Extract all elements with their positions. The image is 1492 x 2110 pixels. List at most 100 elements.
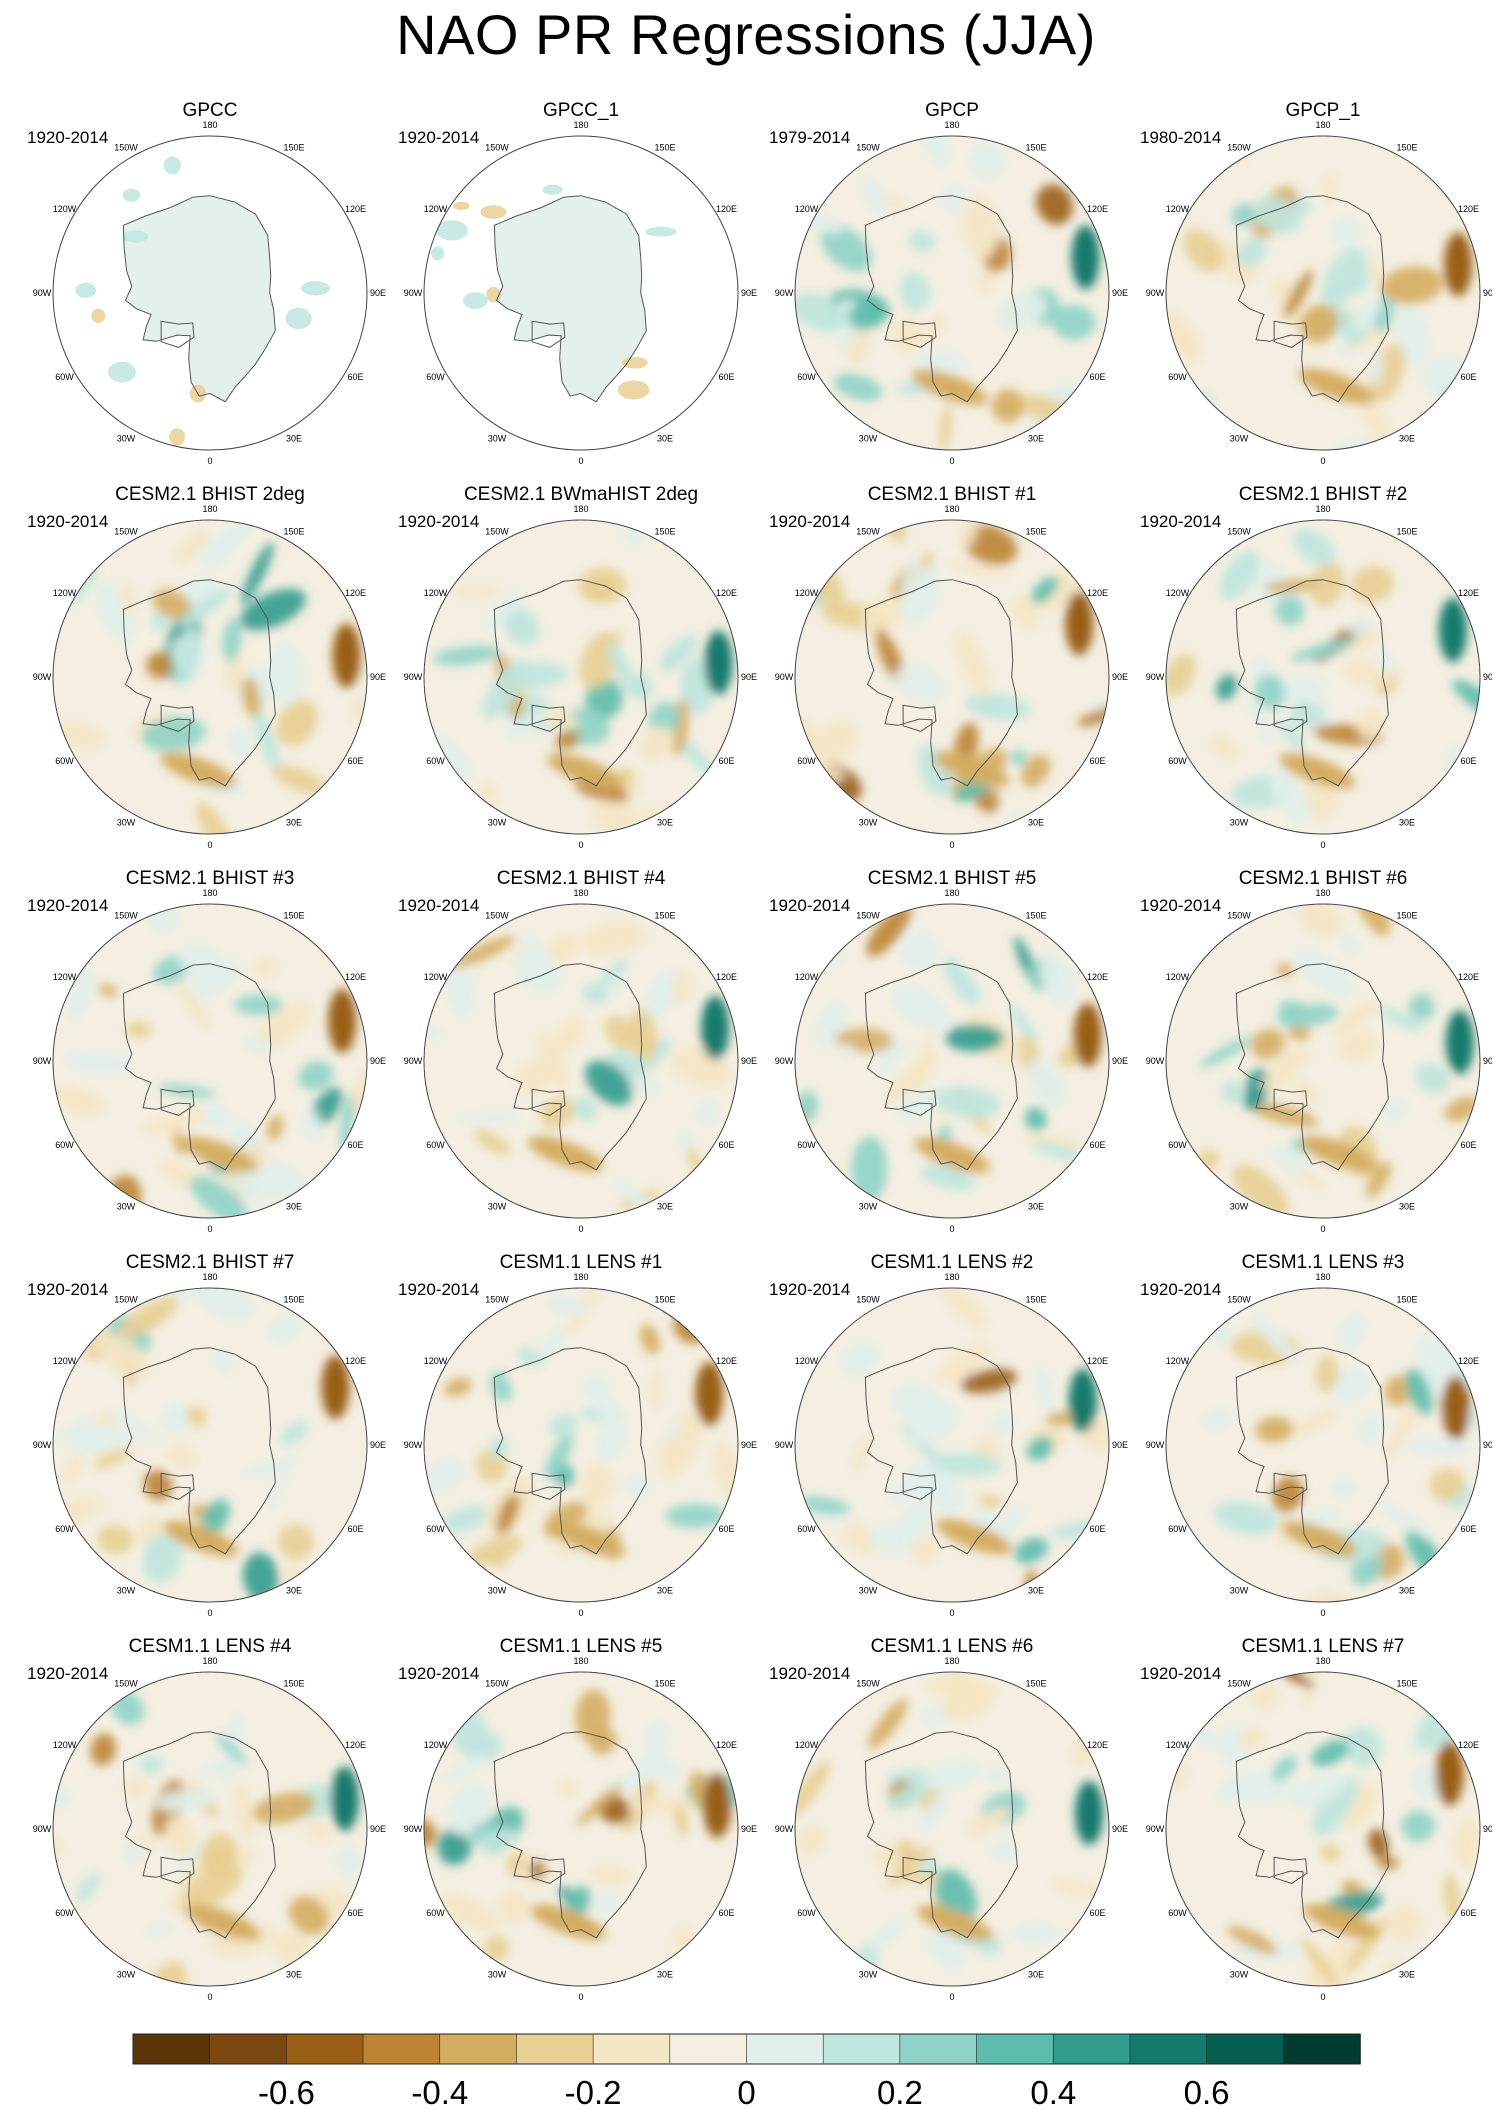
longitude-label: 180: [1315, 1656, 1330, 1666]
panel-period: 1920-2014: [398, 128, 480, 147]
longitude-label: 120W: [424, 588, 448, 598]
longitude-label: 150E: [283, 1679, 304, 1689]
longitude-label: 30W: [117, 818, 136, 828]
longitude-label: 90E: [1483, 1056, 1492, 1066]
longitude-label: 30E: [1028, 1202, 1044, 1212]
map-panel: CESM2.1 BHIST #3 1920-2014 180 150E 120E 90E 6…: [25, 868, 395, 1253]
longitude-label: 150W: [1227, 1679, 1251, 1689]
polar-map: 180 150E 120E 90E 60E 30E 0 30W 60W 90W 120W 150W: [1146, 1656, 1492, 2002]
polar-map: 180 150E 120E 90E 60E 30E 0 30W 60W 90W 120W 150W: [775, 1656, 1128, 2002]
longitude-label: 0: [1320, 840, 1325, 850]
longitude-label: 30E: [1399, 434, 1415, 444]
longitude-label: 90E: [1483, 1440, 1492, 1450]
longitude-label: 30W: [117, 1970, 136, 1980]
longitude-label: 150E: [1025, 143, 1046, 153]
longitude-label: 0: [949, 840, 954, 850]
longitude-label: 120W: [53, 204, 77, 214]
longitude-label: 90W: [1146, 1440, 1165, 1450]
panel-title: CESM2.1 BHIST #3: [125, 868, 295, 889]
longitude-label: 120E: [1458, 972, 1479, 982]
page-title: NAO PR Regressions (JJA): [396, 3, 1096, 66]
map-panel: CESM2.1 BHIST #2 1920-2014 180 150E 120E 90E 6…: [1138, 484, 1492, 869]
longitude-label: 60W: [1168, 1140, 1187, 1150]
longitude-label: 30E: [286, 818, 302, 828]
longitude-label: 120E: [716, 588, 737, 598]
polar-map: 180 150E 120E 90E 60E 30E 0 30W 60W 90W 120W 150W: [775, 504, 1128, 850]
map-panel: CESM1.1 LENS #2 1920-2014 180 150E 120E 90E 60…: [767, 1252, 1137, 1637]
panel-period: 1920-2014: [1140, 896, 1222, 915]
panel-title: GPCC_1: [542, 100, 620, 121]
longitude-label: 30E: [1028, 1970, 1044, 1980]
longitude-label: 30E: [1399, 1970, 1415, 1980]
longitude-label: 60E: [718, 1908, 734, 1918]
panel-period: 1920-2014: [398, 896, 480, 915]
panel-title: CESM1.1 LENS #6: [870, 1636, 1034, 1657]
panel-title: GPCC: [182, 100, 238, 121]
longitude-label: 30E: [1399, 1202, 1415, 1212]
longitude-label: 90W: [33, 1056, 52, 1066]
longitude-label: 60W: [1168, 1524, 1187, 1534]
longitude-label: 60W: [797, 372, 816, 382]
polar-map: 180 150E 120E 90E 60E 30E 0 30W 60W 90W 120W 150W: [404, 1272, 757, 1618]
longitude-label: 150E: [1025, 1295, 1046, 1305]
panel-title: CESM1.1 LENS #3: [1241, 1252, 1405, 1273]
longitude-label: 120E: [345, 972, 366, 982]
longitude-label: 90E: [741, 288, 757, 298]
longitude-label: 120W: [424, 972, 448, 982]
longitude-label: 60E: [1089, 372, 1105, 382]
longitude-label: 60W: [1168, 1908, 1187, 1918]
longitude-label: 120W: [795, 204, 819, 214]
longitude-label: 60W: [797, 1908, 816, 1918]
longitude-label: 150W: [114, 911, 138, 921]
panel-period: 1920-2014: [398, 1280, 480, 1299]
longitude-label: 120E: [1087, 1356, 1108, 1366]
longitude-label: 30W: [1230, 1586, 1249, 1596]
longitude-label: 180: [573, 1656, 588, 1666]
map-panel: CESM2.1 BHIST #5 1920-2014 180 150E 120E 90E 6…: [767, 868, 1137, 1253]
longitude-label: 90E: [1483, 672, 1492, 682]
longitude-label: 90E: [741, 1056, 757, 1066]
map-panel: CESM2.1 BHIST 2deg 1920-2014 180 150E 120E 90…: [25, 484, 395, 869]
map-panel: GPCP 1979-2014 180 150E 120E 90E 60E 30E 0 30W 60W…: [767, 100, 1137, 485]
panel-title: CESM1.1 LENS #1: [499, 1252, 663, 1273]
longitude-label: 150W: [1227, 527, 1251, 537]
longitude-label: 180: [573, 888, 588, 898]
longitude-label: 150W: [1227, 1295, 1251, 1305]
longitude-label: 150W: [485, 1679, 509, 1689]
longitude-label: 120W: [53, 972, 77, 982]
longitude-label: 30W: [488, 434, 507, 444]
longitude-label: 90W: [775, 1440, 794, 1450]
polar-map: 180 150E 120E 90E 60E 30E 0 30W 60W 90W 120W 150W: [33, 888, 386, 1234]
map-panel: CESM1.1 LENS #1 1920-2014 180 150E 120E 90E 60…: [396, 1252, 766, 1637]
longitude-label: 120W: [795, 1356, 819, 1366]
longitude-label: 150E: [654, 1679, 675, 1689]
longitude-label: 120W: [53, 588, 77, 598]
longitude-label: 0: [1320, 1224, 1325, 1234]
longitude-label: 0: [578, 1224, 583, 1234]
longitude-label: 90E: [741, 1440, 757, 1450]
longitude-label: 120E: [1458, 1356, 1479, 1366]
panel-title: CESM1.1 LENS #2: [870, 1252, 1034, 1273]
longitude-label: 120W: [1166, 204, 1190, 214]
longitude-label: 120W: [795, 1740, 819, 1750]
panel-period: 1920-2014: [769, 1280, 851, 1299]
longitude-label: 30W: [859, 1970, 878, 1980]
panel-title: CESM1.1 LENS #5: [499, 1636, 663, 1657]
longitude-label: 90W: [775, 288, 794, 298]
panel-title: CESM2.1 BHIST #2: [1238, 484, 1408, 505]
panel-period: 1920-2014: [1140, 1280, 1222, 1299]
longitude-label: 30E: [1028, 1586, 1044, 1596]
longitude-label: 120W: [1166, 588, 1190, 598]
longitude-label: 150E: [283, 143, 304, 153]
longitude-label: 150E: [283, 1295, 304, 1305]
panel-title: CESM2.1 BHIST #5: [867, 868, 1037, 889]
longitude-label: 120E: [1458, 1740, 1479, 1750]
longitude-label: 120E: [1087, 588, 1108, 598]
longitude-label: 90E: [370, 672, 386, 682]
longitude-label: 60E: [718, 372, 734, 382]
longitude-label: 0: [949, 1992, 954, 2002]
longitude-label: 60E: [718, 756, 734, 766]
longitude-label: 150E: [1396, 1295, 1417, 1305]
longitude-label: 180: [202, 120, 217, 130]
polar-map: 180 150E 120E 90E 60E 30E 0 30W 60W 90W 120W 150W: [404, 504, 757, 850]
